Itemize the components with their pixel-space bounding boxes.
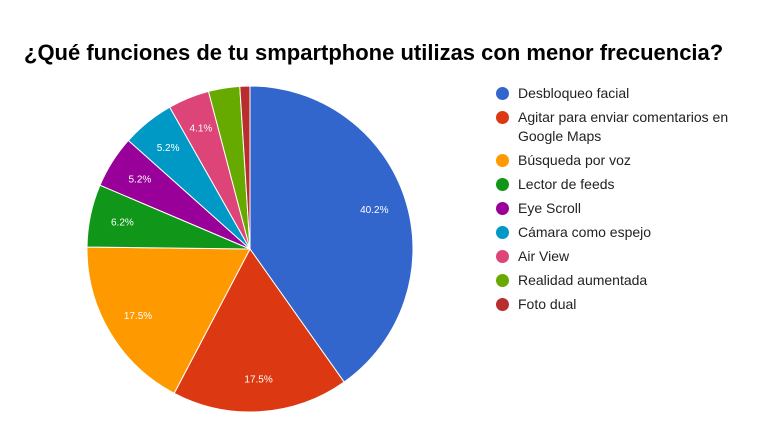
slice-value-label-7: 4.1% xyxy=(190,124,213,135)
legend-swatch-icon xyxy=(496,202,509,215)
legend-label: Lector de feeds xyxy=(518,176,615,192)
legend-label: Foto dual xyxy=(518,296,577,312)
legend-swatch-icon xyxy=(496,298,509,311)
slice-value-label-3: 17.5% xyxy=(124,311,152,322)
pie-slice-2 xyxy=(173,248,345,413)
legend-item-9: Foto dual xyxy=(496,295,766,314)
legend-item-8: Realidad aumentada xyxy=(496,271,766,290)
legend-swatch-icon xyxy=(496,226,509,239)
chart-title: ¿Qué funciones de tu smpartphone utiliza… xyxy=(24,40,724,65)
pie-slice-3 xyxy=(86,246,251,394)
legend-item-7: Air View xyxy=(496,247,766,266)
pie-slices xyxy=(86,85,414,413)
legend-label: Agitar para enviar comentarios en Google… xyxy=(518,109,729,144)
legend-label: Búsqueda por voz xyxy=(518,152,631,168)
pie-slice-1 xyxy=(249,85,414,383)
legend-swatch-icon xyxy=(496,250,509,263)
legend-item-3: Búsqueda por voz xyxy=(496,151,766,170)
legend-label: Desbloqueo facial xyxy=(518,85,630,101)
legend-label: Realidad aumentada xyxy=(518,272,648,288)
chart-legend: Desbloqueo facial Agitar para enviar come… xyxy=(496,84,766,319)
pie-slice-9 xyxy=(239,85,251,250)
legend-item-5: Eye Scroll xyxy=(496,199,766,218)
slice-value-label-4: 6.2% xyxy=(111,218,134,229)
legend-label: Cámara como espejo xyxy=(518,224,652,240)
slice-value-label-1: 40.2% xyxy=(360,205,388,216)
legend-item-4: Lector de feeds xyxy=(496,175,766,194)
pie-slice-labels: 40.2% 17.5% 17.5% 6.2% 5.2% 5.2% 4.1% xyxy=(111,124,389,386)
legend-swatch-icon xyxy=(496,87,509,100)
legend-swatch-icon xyxy=(496,274,509,287)
legend-swatch-icon xyxy=(496,178,509,191)
legend-label: Air View xyxy=(518,248,570,264)
legend-item-2: Agitar para enviar comentarios en Google… xyxy=(496,108,766,146)
slice-value-label-2: 17.5% xyxy=(244,375,272,386)
legend-swatch-icon xyxy=(496,154,509,167)
legend-item-1: Desbloqueo facial xyxy=(496,84,766,103)
legend-item-6: Cámara como espejo xyxy=(496,223,766,242)
legend-label: Eye Scroll xyxy=(518,200,582,216)
slice-value-label-5: 5.2% xyxy=(129,175,152,186)
slice-value-label-6: 5.2% xyxy=(157,143,180,154)
legend-swatch-icon xyxy=(496,111,509,124)
